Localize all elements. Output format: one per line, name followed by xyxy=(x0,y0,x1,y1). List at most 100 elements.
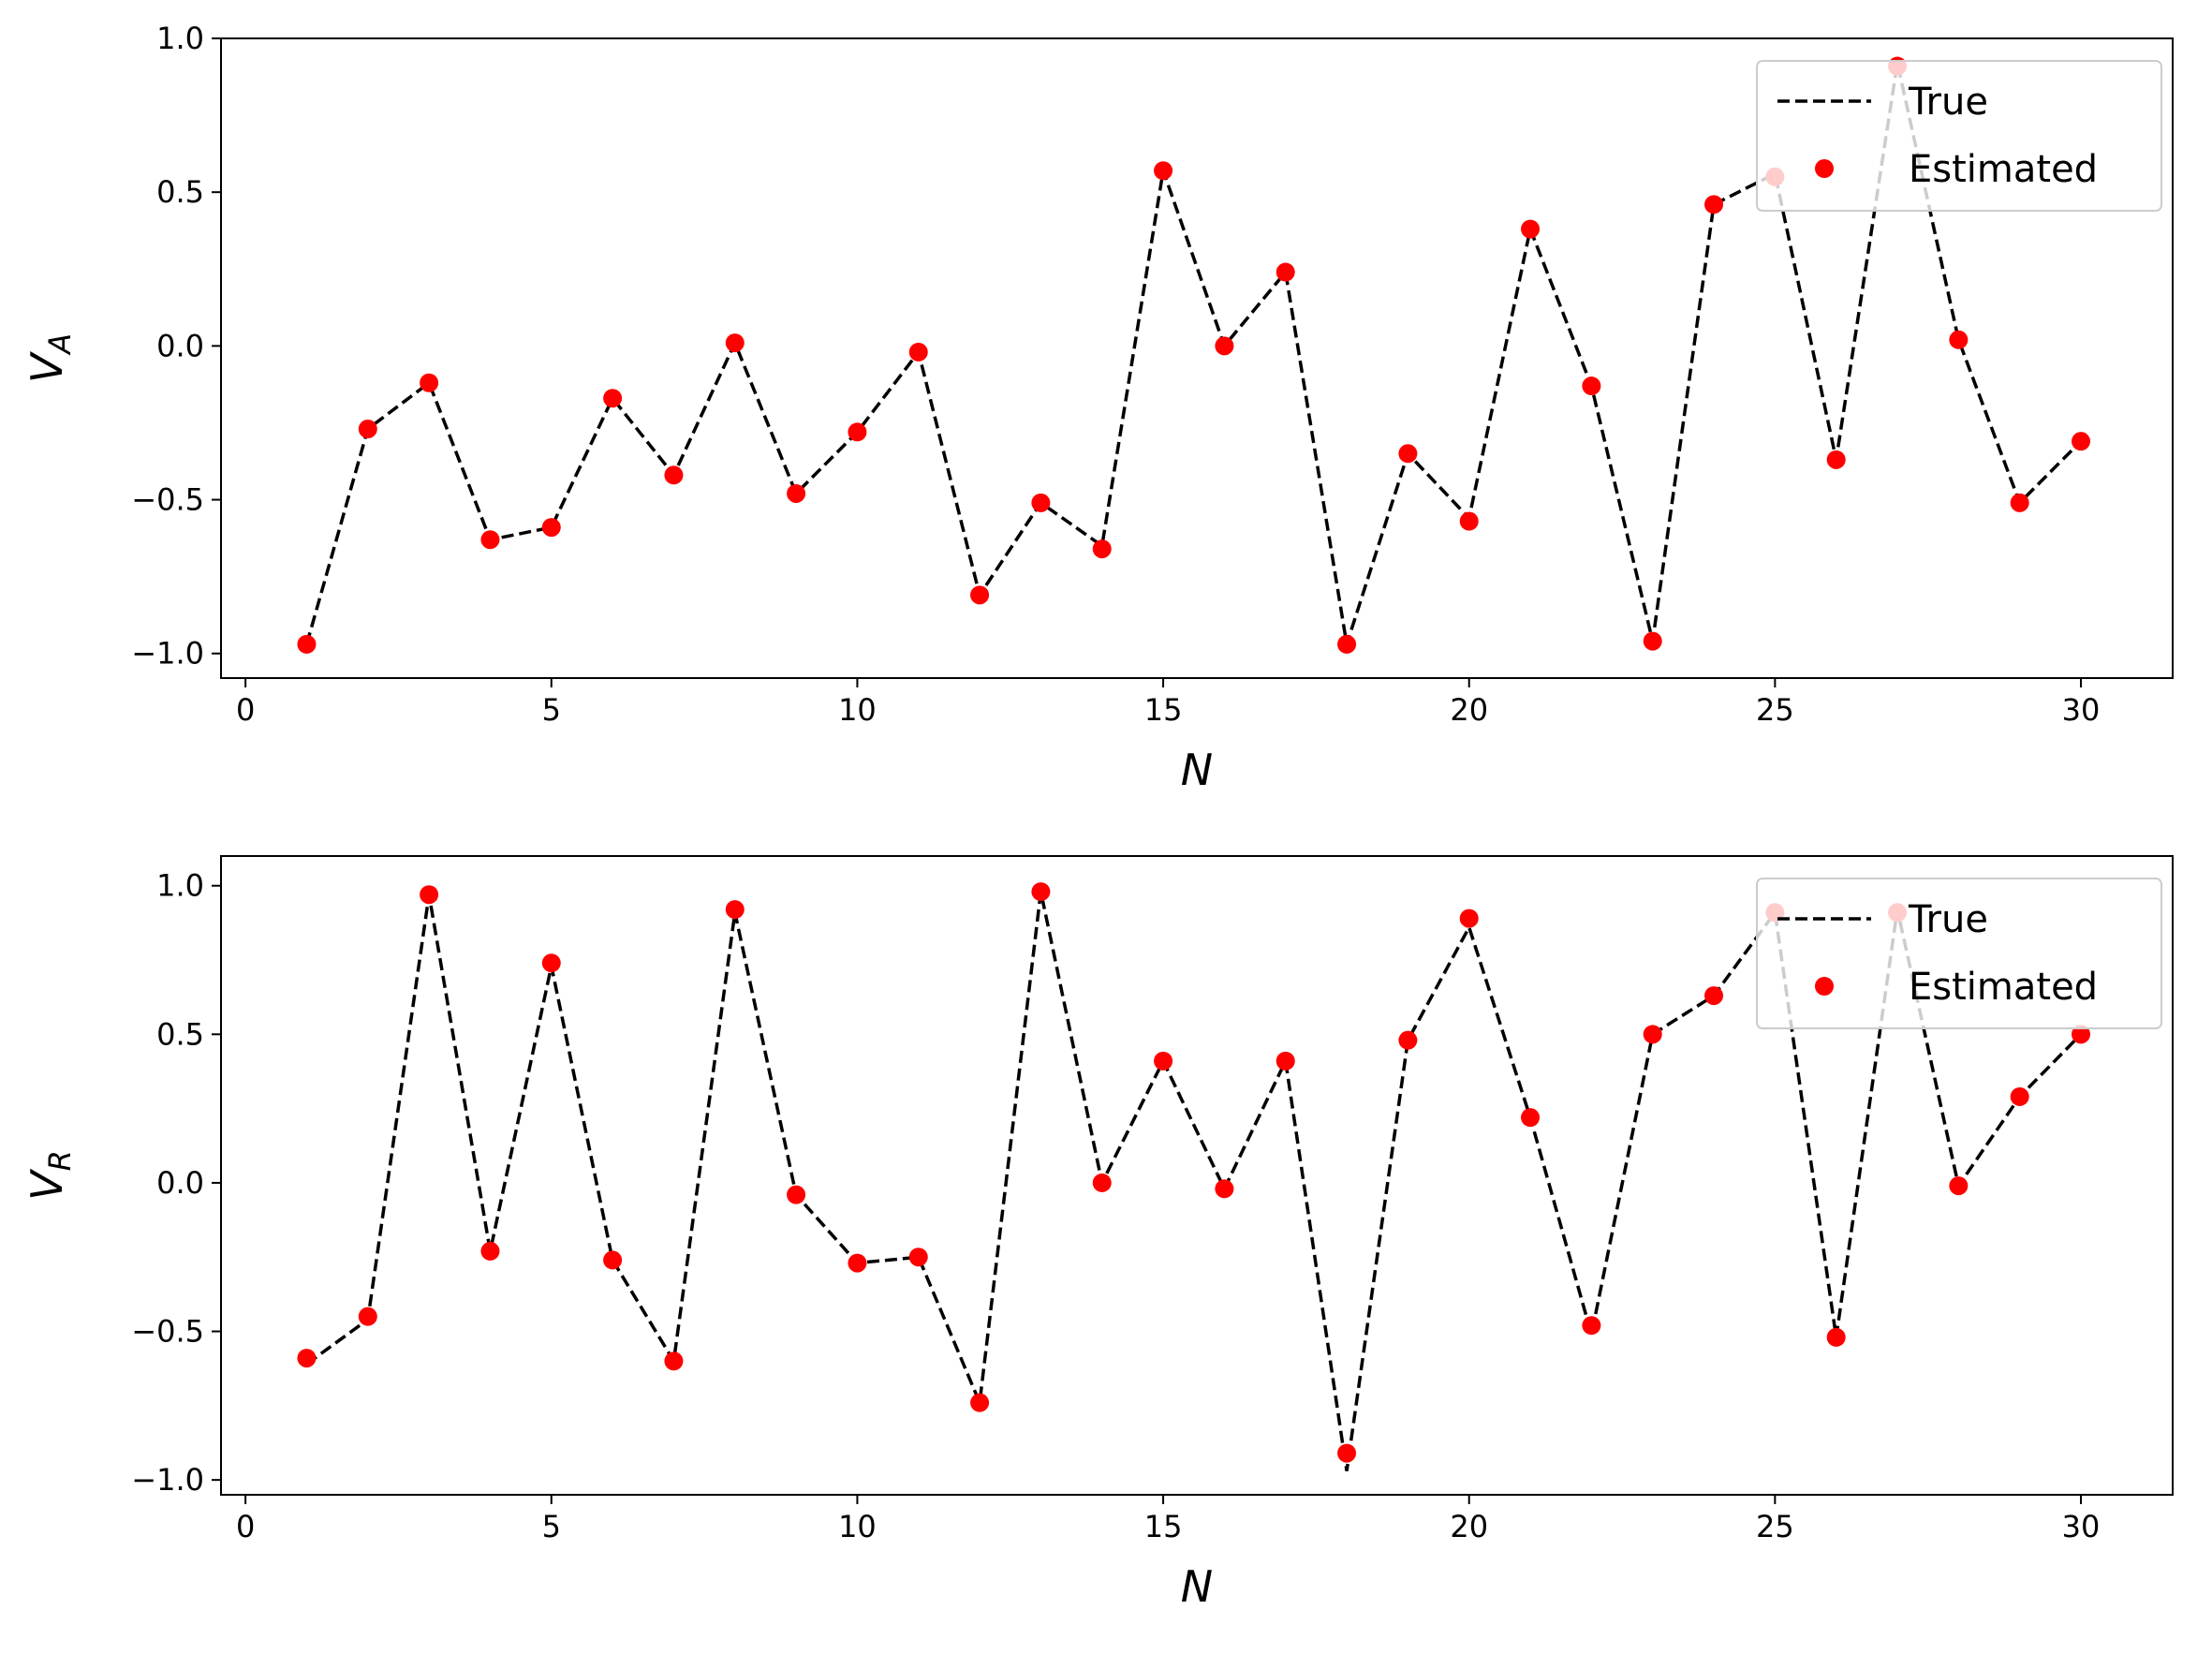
estimated-point xyxy=(603,389,623,408)
x-axis-label: N xyxy=(1181,745,1213,795)
subplot-1: 0 5 10 15 20 25 30 −1.0 −0.5 0.0 0.5 1.0 N VA True Esti… xyxy=(22,21,2174,795)
estimated-point xyxy=(787,483,806,503)
estimated-point xyxy=(725,333,745,353)
x-tick-label: 30 xyxy=(2062,692,2101,728)
estimated-point xyxy=(480,530,500,550)
estimated-point xyxy=(541,518,561,538)
estimated-point xyxy=(541,953,561,973)
estimated-point xyxy=(1092,539,1112,559)
y-tick-label: −0.5 xyxy=(131,482,204,518)
estimated-point xyxy=(2072,432,2091,451)
estimated-point xyxy=(1704,986,1724,1006)
y-axis-label-subscript: R xyxy=(42,1150,78,1171)
y-tick-label: 0.5 xyxy=(156,1016,204,1052)
estimated-point xyxy=(1826,450,1846,469)
series-true-line xyxy=(305,891,2083,1471)
x-axis-label: N xyxy=(1181,1561,1213,1612)
estimated-point xyxy=(297,1349,317,1368)
y-tick-label: 1.0 xyxy=(156,868,204,904)
x-tick-label: 15 xyxy=(1144,692,1183,728)
y-tick-label: −0.5 xyxy=(131,1314,204,1350)
estimated-point xyxy=(420,885,439,905)
legend-box xyxy=(1756,878,2162,1029)
x-tick-label: 5 xyxy=(542,1509,561,1544)
estimated-point xyxy=(664,465,684,485)
x-tick-label: 10 xyxy=(838,1509,877,1544)
estimated-point xyxy=(1031,882,1051,902)
estimated-point xyxy=(1643,1025,1662,1044)
estimated-point xyxy=(1582,377,1601,396)
estimated-point xyxy=(297,634,317,654)
estimated-point xyxy=(2010,493,2029,512)
estimated-point xyxy=(1337,1443,1357,1463)
estimated-point xyxy=(358,1307,377,1326)
estimated-point xyxy=(970,1393,990,1412)
estimated-point xyxy=(1276,262,1295,282)
legend: True Estimated xyxy=(1756,60,2162,212)
estimated-point xyxy=(420,373,439,392)
y-tick-label: 1.0 xyxy=(156,21,204,56)
estimated-point xyxy=(2072,1025,2091,1044)
plot-frame xyxy=(220,37,2174,679)
estimated-point xyxy=(1521,1108,1541,1128)
legend: True Estimated xyxy=(1756,878,2162,1029)
estimated-point xyxy=(358,420,377,439)
y-axis-label: VA xyxy=(22,333,78,383)
estimated-point xyxy=(725,900,745,920)
estimated-point xyxy=(2010,1086,2029,1106)
y-axis-label: VR xyxy=(22,1150,78,1201)
estimated-point xyxy=(908,1248,928,1267)
estimated-point xyxy=(848,1253,867,1273)
estimated-point xyxy=(1398,444,1418,464)
x-tick-label: 15 xyxy=(1144,1509,1183,1544)
estimated-point xyxy=(1582,1316,1601,1336)
estimated-point xyxy=(1276,1051,1295,1071)
estimated-point xyxy=(664,1351,684,1371)
estimated-point xyxy=(1215,1179,1234,1199)
series-true-line xyxy=(304,62,2083,645)
x-tick-label: 25 xyxy=(1756,692,1794,728)
estimated-point xyxy=(1521,219,1541,239)
estimated-point xyxy=(1398,1030,1418,1050)
legend-estimated-label: Estimated xyxy=(1909,966,2098,1009)
y-tick-label: 0.0 xyxy=(156,328,204,363)
x-tick-label: 30 xyxy=(2062,1509,2101,1544)
legend-true-label: True xyxy=(1908,81,1988,124)
legend-estimated-swatch xyxy=(1815,159,1834,178)
estimated-point xyxy=(1949,1176,1969,1196)
legend-box xyxy=(1756,60,2162,212)
y-tick-label: −1.0 xyxy=(131,636,204,672)
estimated-point xyxy=(1031,493,1051,512)
estimated-point xyxy=(1459,511,1479,531)
estimated-point xyxy=(1154,161,1173,181)
estimated-point xyxy=(787,1185,806,1204)
estimated-point xyxy=(1826,1327,1846,1347)
x-tick-label: 0 xyxy=(236,1509,255,1544)
estimated-point xyxy=(1704,195,1724,214)
x-tick-label: 5 xyxy=(542,692,561,728)
estimated-point xyxy=(480,1241,500,1261)
estimated-point xyxy=(908,342,928,362)
legend-true-label: True xyxy=(1908,898,1988,941)
subplot-2: 0 5 10 15 20 25 30 −1.0 −0.5 0.0 0.5 1.0 N VR True Esti… xyxy=(22,855,2174,1612)
estimated-point xyxy=(1337,634,1357,654)
y-tick-label: −1.0 xyxy=(131,1462,204,1498)
x-tick-label: 20 xyxy=(1450,692,1488,728)
estimated-point xyxy=(1643,631,1662,651)
y-tick-label: 0.5 xyxy=(156,174,204,210)
estimated-point xyxy=(1215,336,1234,356)
x-tick-label: 0 xyxy=(236,692,255,728)
y-tick-label: 0.0 xyxy=(156,1165,204,1201)
estimated-point xyxy=(970,585,990,605)
estimated-point xyxy=(1092,1173,1112,1192)
plot-frame xyxy=(220,855,2174,1496)
x-tick-label: 20 xyxy=(1450,1509,1488,1544)
y-axis-label-base: V xyxy=(22,1168,72,1201)
estimated-point xyxy=(1949,330,1969,349)
x-tick-label: 10 xyxy=(838,692,877,728)
estimated-point xyxy=(1154,1051,1173,1071)
x-tick-label: 25 xyxy=(1756,1509,1794,1544)
estimated-point xyxy=(848,422,867,442)
y-axis-label-subscript: A xyxy=(42,333,78,356)
